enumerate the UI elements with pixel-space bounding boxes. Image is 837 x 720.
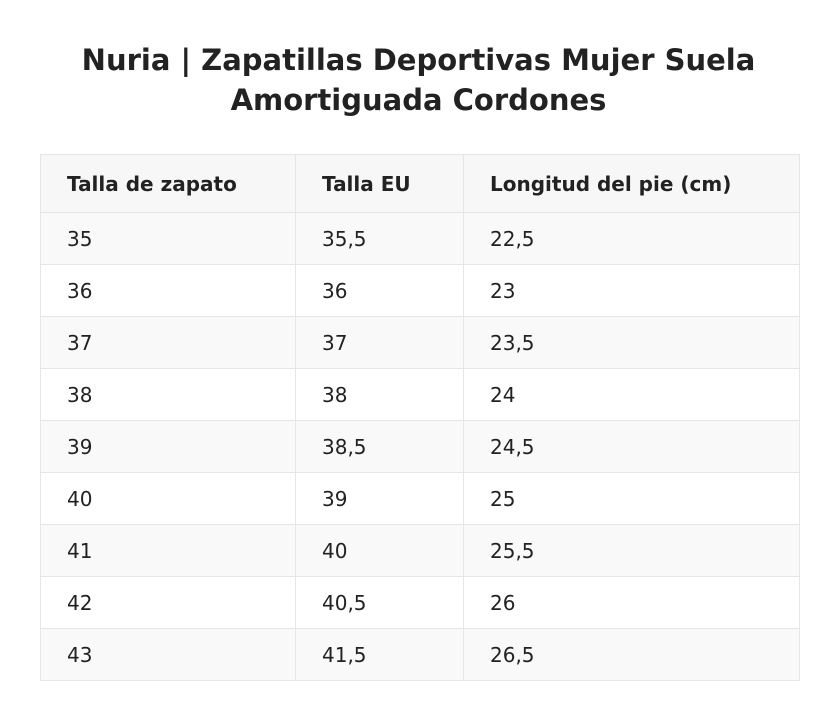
cell-shoe-size: 42 xyxy=(40,576,296,629)
cell-eu-size: 36 xyxy=(295,264,464,317)
cell-eu-size: 35,5 xyxy=(295,212,464,265)
cell-shoe-size: 40 xyxy=(40,472,296,525)
table-row: 37 37 23,5 xyxy=(40,316,800,369)
table-row: 41 40 25,5 xyxy=(40,524,800,577)
table-row: 38 38 24 xyxy=(40,368,800,421)
table-row: 40 39 25 xyxy=(40,472,800,525)
cell-shoe-size: 41 xyxy=(40,524,296,577)
cell-shoe-size: 39 xyxy=(40,420,296,473)
cell-foot-length: 23,5 xyxy=(463,316,800,369)
cell-shoe-size: 36 xyxy=(40,264,296,317)
table-row: 35 35,5 22,5 xyxy=(40,212,800,265)
cell-foot-length: 24 xyxy=(463,368,800,421)
cell-shoe-size: 37 xyxy=(40,316,296,369)
cell-eu-size: 37 xyxy=(295,316,464,369)
cell-eu-size: 41,5 xyxy=(295,628,464,681)
table-header-row: Talla de zapato Talla EU Longitud del pi… xyxy=(40,154,800,213)
cell-shoe-size: 43 xyxy=(40,628,296,681)
table-row: 42 40,5 26 xyxy=(40,576,800,629)
cell-foot-length: 25,5 xyxy=(463,524,800,577)
cell-foot-length: 26 xyxy=(463,576,800,629)
cell-eu-size: 38 xyxy=(295,368,464,421)
cell-eu-size: 40 xyxy=(295,524,464,577)
cell-eu-size: 39 xyxy=(295,472,464,525)
cell-foot-length: 25 xyxy=(463,472,800,525)
cell-eu-size: 40,5 xyxy=(295,576,464,629)
table-row: 39 38,5 24,5 xyxy=(40,420,800,473)
header-eu-size: Talla EU xyxy=(295,154,464,213)
size-chart-table: Talla de zapato Talla EU Longitud del pi… xyxy=(40,154,800,681)
cell-foot-length: 26,5 xyxy=(463,628,800,681)
header-foot-length: Longitud del pie (cm) xyxy=(463,154,800,213)
page-title: Nuria | Zapatillas Deportivas Mujer Suel… xyxy=(81,43,756,117)
cell-shoe-size: 35 xyxy=(40,212,296,265)
cell-foot-length: 22,5 xyxy=(463,212,800,265)
cell-foot-length: 23 xyxy=(463,264,800,317)
cell-eu-size: 38,5 xyxy=(295,420,464,473)
cell-shoe-size: 38 xyxy=(40,368,296,421)
table-row: 36 36 23 xyxy=(40,264,800,317)
table-row: 43 41,5 26,5 xyxy=(40,628,800,681)
cell-foot-length: 24,5 xyxy=(463,420,800,473)
header-shoe-size: Talla de zapato xyxy=(40,154,296,213)
